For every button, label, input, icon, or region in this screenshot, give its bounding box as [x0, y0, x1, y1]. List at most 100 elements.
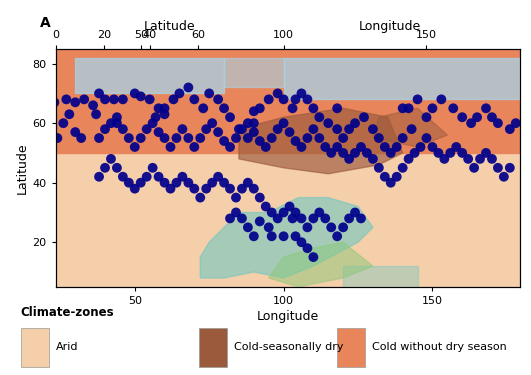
Point: [333, 126, 341, 132]
Point: [369, 126, 377, 132]
Point: [131, 186, 139, 192]
Point: [315, 135, 323, 141]
Point: [202, 126, 210, 132]
Point: [333, 144, 341, 150]
Point: [62, 96, 71, 102]
Text: Arid: Arid: [55, 342, 78, 352]
Point: [473, 114, 481, 120]
Point: [363, 150, 371, 156]
Polygon shape: [46, 49, 530, 287]
Point: [410, 150, 419, 156]
Point: [169, 96, 178, 102]
Polygon shape: [224, 58, 284, 87]
Point: [339, 224, 347, 230]
Point: [458, 150, 466, 156]
Point: [244, 135, 252, 141]
Text: Longitude: Longitude: [359, 20, 422, 33]
Point: [458, 114, 466, 120]
Bar: [21, 328, 49, 367]
Point: [190, 186, 199, 192]
Point: [214, 96, 222, 102]
Point: [297, 90, 306, 96]
Point: [309, 105, 318, 111]
Point: [155, 174, 163, 180]
Point: [268, 233, 276, 239]
Point: [95, 90, 104, 96]
Point: [255, 218, 264, 224]
Point: [487, 156, 496, 162]
Point: [175, 90, 184, 96]
Point: [244, 120, 252, 126]
Point: [220, 138, 228, 144]
Point: [172, 180, 181, 186]
Point: [422, 114, 431, 120]
Point: [476, 156, 484, 162]
Point: [199, 105, 208, 111]
Point: [292, 138, 300, 144]
Point: [482, 105, 490, 111]
Point: [250, 108, 258, 114]
Point: [238, 126, 246, 132]
Point: [303, 135, 312, 141]
Point: [136, 180, 145, 186]
Point: [255, 105, 264, 111]
Point: [357, 144, 365, 150]
Point: [303, 96, 312, 102]
Point: [80, 96, 89, 102]
Point: [184, 180, 193, 186]
Point: [59, 120, 67, 126]
Point: [238, 215, 246, 221]
Polygon shape: [373, 108, 447, 147]
Point: [387, 150, 395, 156]
Point: [166, 186, 175, 192]
Point: [369, 156, 377, 162]
Text: Cold-seasonally dry: Cold-seasonally dry: [234, 342, 344, 352]
Point: [268, 210, 276, 216]
Point: [232, 135, 240, 141]
Point: [297, 215, 306, 221]
Text: Cold without dry season: Cold without dry season: [372, 342, 506, 352]
Point: [125, 180, 133, 186]
Point: [381, 174, 389, 180]
Point: [166, 144, 175, 150]
Point: [255, 138, 264, 144]
Point: [71, 99, 80, 105]
Point: [494, 120, 502, 126]
Text: Latitude: Latitude: [144, 20, 195, 33]
Point: [113, 165, 121, 171]
Point: [142, 174, 151, 180]
Point: [95, 135, 104, 141]
Point: [351, 150, 359, 156]
Point: [226, 114, 234, 120]
Polygon shape: [200, 198, 373, 278]
Point: [303, 224, 312, 230]
Point: [264, 224, 273, 230]
Point: [107, 120, 115, 126]
Point: [255, 195, 264, 201]
Point: [321, 215, 330, 221]
Text: Climate-zones: Climate-zones: [21, 306, 115, 320]
Point: [292, 96, 300, 102]
Polygon shape: [239, 108, 402, 174]
Point: [392, 174, 401, 180]
Bar: [337, 328, 365, 367]
Point: [268, 135, 276, 141]
Point: [327, 224, 336, 230]
Point: [142, 126, 151, 132]
Point: [226, 186, 234, 192]
Point: [118, 96, 127, 102]
Point: [357, 215, 365, 221]
Point: [101, 126, 109, 132]
Point: [303, 245, 312, 251]
Point: [315, 114, 323, 120]
Point: [511, 120, 520, 126]
Point: [398, 105, 407, 111]
Point: [261, 204, 270, 210]
Point: [232, 195, 240, 201]
Point: [264, 96, 273, 102]
X-axis label: Longitude: Longitude: [257, 310, 319, 323]
Point: [118, 174, 127, 180]
Point: [238, 186, 246, 192]
Point: [351, 120, 359, 126]
Point: [196, 195, 204, 201]
